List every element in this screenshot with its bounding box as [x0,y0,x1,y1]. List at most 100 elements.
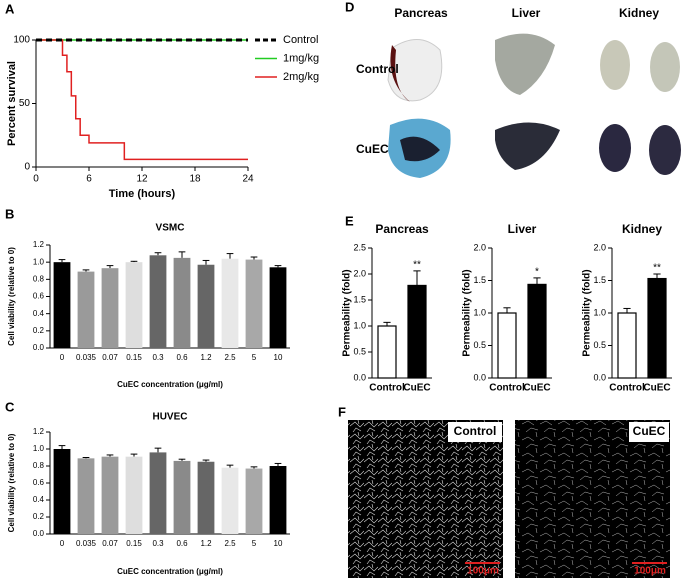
y-tick-label: 0.4 [33,309,45,318]
x-tick-label: 6 [86,174,92,185]
x-tick-label: Control [609,383,645,394]
y-axis-label: Permeability (fold) [342,269,353,356]
y-tick-label: 2.5 [353,242,366,252]
scale-label: 100μm [467,566,499,577]
label-box [629,422,669,442]
bar [407,284,427,379]
x-tick-label: 0.6 [176,539,188,548]
panel-letter: B [5,206,14,221]
bar [125,262,143,348]
y-tick-label: 1.2 [33,240,45,249]
column-label: Pancreas [394,6,448,20]
y-tick-label: 2.0 [473,242,486,252]
legend-label: 2mg/kg [283,71,319,83]
y-tick-label: 0.6 [33,292,45,301]
bar [377,325,397,379]
panel-letter: D [345,0,354,14]
y-axis-label: Percent survival [6,61,18,146]
column-label: Kidney [619,6,659,20]
x-tick-label: 5 [252,353,257,362]
significance: ** [413,260,421,271]
x-tick-label: 1.2 [200,353,212,362]
bar [53,449,71,534]
x-tick-label: Control [369,383,405,394]
bar [269,267,287,348]
y-tick-label: 1.5 [593,275,606,285]
bar [527,283,547,379]
bar [647,277,667,379]
y-tick-label: 1.5 [353,294,366,304]
chart-title: HUVEC [152,412,187,423]
x-tick-label: 0 [60,353,65,362]
y-tick-label: 0.0 [473,372,486,382]
y-tick-label: 0.0 [33,343,45,352]
scale-label: 100μm [634,566,666,577]
y-tick-label: 100 [13,35,30,46]
bar [173,460,191,534]
y-tick-label: 0.4 [33,495,45,504]
micrograph [348,420,503,578]
chart-title: Kidney [622,222,662,236]
y-tick-label: 50 [19,98,31,109]
label-box [448,422,502,442]
x-tick-label: 0.6 [176,353,188,362]
bar [149,452,167,534]
y-tick-label: 1.0 [353,320,366,330]
chart-title: VSMC [156,223,185,234]
x-tick-label: Control [489,383,525,394]
panel-letter: E [345,213,354,228]
x-tick-label: 0.035 [76,353,97,362]
x-tick-label: 2.5 [224,353,236,362]
x-tick-label: 0.3 [152,539,164,548]
y-tick-label: 1.0 [33,444,45,453]
x-tick-label: 0.3 [152,353,164,362]
x-axis-label: CuEC concentration (μg/ml) [117,380,223,389]
y-axis-label: Permeability (fold) [462,269,473,356]
image-label: Control [454,424,497,438]
y-tick-label: 2.0 [593,242,606,252]
y-tick-label: 1.0 [593,307,606,317]
y-tick-label: 0.0 [593,372,606,382]
y-axis-label: Cell viability (relative to 0) [7,247,16,346]
x-tick-label: 0.07 [102,539,118,548]
y-tick-label: 0.6 [33,478,45,487]
chart-title: Liver [508,222,537,236]
x-axis-label: CuEC concentration (μg/ml) [117,567,223,576]
organ-photos [387,33,681,178]
y-tick-label: 0.2 [33,512,45,521]
legend-label: Control [283,34,318,46]
y-tick-label: 0.5 [593,340,606,350]
y-tick-label: 2.0 [353,268,366,278]
x-tick-label: 0.07 [102,353,118,362]
bar [245,259,263,348]
x-tick-label: 2.5 [224,539,236,548]
significance: ** [653,263,661,274]
y-tick-label: 1.5 [473,275,486,285]
x-axis-label: Time (hours) [109,188,176,200]
bar [101,456,119,534]
x-tick-label: CuEC [643,383,670,394]
y-tick-label: 0 [24,162,30,173]
x-tick-label: 18 [189,174,201,185]
y-tick-label: 1.0 [473,307,486,317]
bar [197,264,215,348]
x-tick-label: 10 [274,539,283,548]
x-tick-label: 12 [136,174,148,185]
bar [197,461,215,534]
y-tick-label: 1.2 [33,427,45,436]
bar [221,258,239,348]
x-tick-label: CuEC [523,383,550,394]
panel-letter: F [338,404,346,419]
x-tick-label: CuEC [403,383,430,394]
y-tick-label: 0.0 [353,372,366,382]
bar [221,467,239,534]
bar [269,466,287,534]
x-tick-label: 10 [274,353,283,362]
x-tick-label: 1.2 [200,539,212,548]
x-tick-label: 5 [252,539,257,548]
bar [245,468,263,534]
bar [53,262,71,348]
bar [101,268,119,348]
bar [77,458,95,534]
